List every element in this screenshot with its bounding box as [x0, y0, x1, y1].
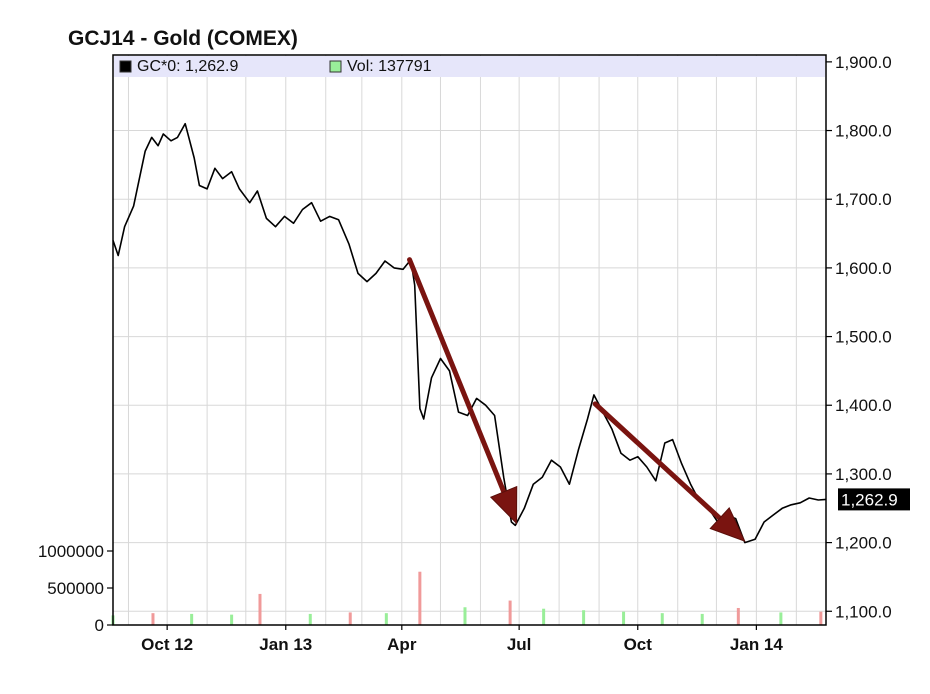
volume-tick-label: 0: [95, 616, 104, 635]
volume-bar: [258, 593, 262, 625]
last-value-label: 1,262.9: [841, 490, 898, 509]
price-tick-label: 1,100.0: [835, 602, 892, 621]
plot-background: [113, 55, 826, 625]
volume-bar: [819, 611, 823, 625]
price-tick-label: 1,600.0: [835, 259, 892, 278]
price-tick-label: 1,400.0: [835, 396, 892, 415]
volume-bar: [348, 612, 352, 625]
volume-tick-label: 500000: [47, 579, 104, 598]
price-tick-label: 1,300.0: [835, 465, 892, 484]
legend-swatch: [119, 60, 132, 73]
trend-arrow-head: [489, 485, 518, 525]
price-tick-label: 1,500.0: [835, 328, 892, 347]
plot-area: GC*0: 1,262.9 Vol: 137791 1,900.0 1,800.0 1,…: [38, 53, 910, 654]
volume-bar: [542, 608, 546, 625]
volume-bar: [463, 607, 467, 625]
volume-bar: [660, 613, 664, 625]
volume-bar: [736, 607, 740, 625]
trend-arrow-head: [709, 507, 746, 543]
plot-frame: [112, 54, 827, 626]
x-tick-label: Oct: [624, 635, 653, 654]
last-value-badge: [838, 488, 910, 511]
trend-arrow: [407, 257, 518, 525]
price-tick-label: 1,800.0: [835, 122, 892, 141]
volume-bar: [582, 610, 586, 625]
legend-label: Vol: 137791: [347, 58, 432, 75]
volume-bar: [190, 613, 194, 625]
x-tick-label: Jan 14: [730, 635, 783, 654]
x-tick-label: Jul: [507, 635, 532, 654]
volume-bars: [111, 571, 823, 625]
legend-swatch: [329, 60, 342, 73]
volume-bar: [151, 613, 155, 625]
price-tick-label: 1,200.0: [835, 534, 892, 553]
trend-arrow: [592, 401, 746, 543]
legend-band: [114, 56, 825, 77]
chart-title: GCJ14 - Gold (COMEX): [68, 27, 298, 50]
price-tick-label: 1,700.0: [835, 190, 892, 209]
volume-bar: [508, 600, 512, 625]
trend-arrow-shaft: [407, 257, 507, 495]
volume-bar: [700, 613, 704, 625]
legend-label: GC*0: 1,262.9: [137, 58, 239, 75]
x-tick-label: Jan 13: [259, 635, 312, 654]
volume-bar: [230, 614, 234, 625]
volume-tick-label: 1000000: [38, 542, 104, 561]
x-tick-label: Apr: [387, 635, 417, 654]
volume-bar: [622, 611, 626, 625]
volume-bar: [308, 613, 312, 625]
volume-bar: [384, 613, 388, 625]
volume-bar: [779, 612, 783, 625]
x-tick-label: Oct 12: [141, 635, 193, 654]
volume-bar: [418, 571, 422, 625]
trend-arrow-shaft: [592, 401, 723, 521]
price-tick-label: 1,900.0: [835, 53, 892, 72]
